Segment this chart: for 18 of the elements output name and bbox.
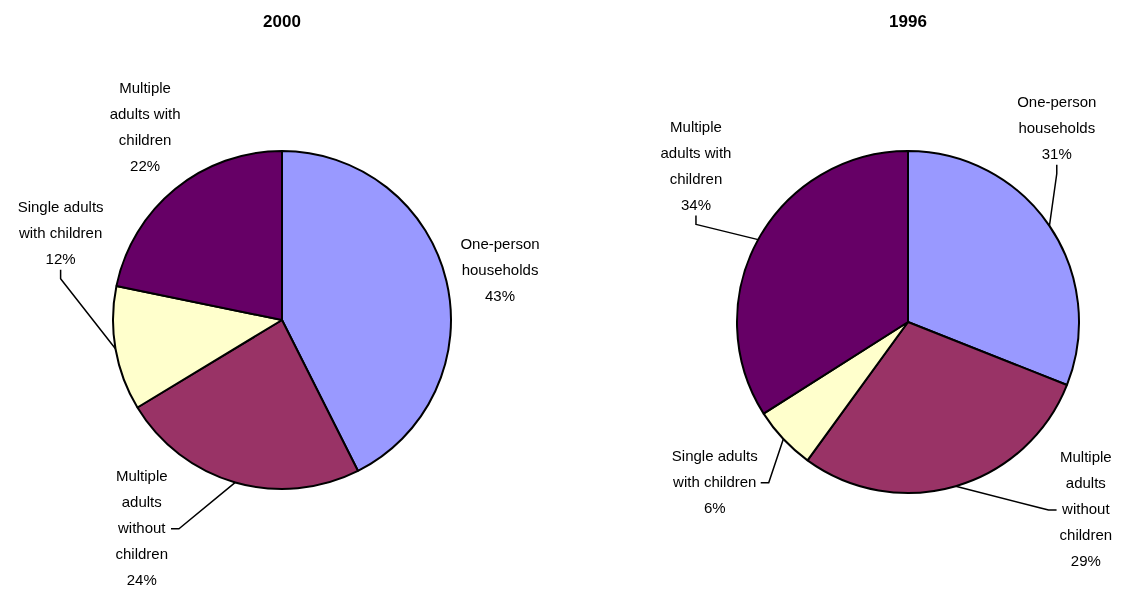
slice-label: Single adults with children (17, 197, 104, 241)
data-label: 31% (1041, 144, 1072, 162)
slice-label: Multiple adults with children (109, 79, 181, 149)
data-label: 12% (45, 249, 76, 267)
data-label: 24% (126, 570, 157, 588)
data-label: 6% (703, 498, 726, 516)
slice-label: One-person households (460, 235, 540, 279)
slice-label: Multiple adults without children (115, 466, 168, 562)
slice-label: Multiple adults with children (660, 117, 732, 187)
data-label: 34% (680, 195, 711, 213)
slice-label: Multiple adults without children (1059, 448, 1113, 544)
data-label: 43% (484, 287, 516, 305)
data-label: 22% (130, 157, 161, 175)
slice-label: One-person households (1017, 92, 1097, 136)
slice-label: Single adults with children (671, 446, 758, 490)
chart-title: 1996 (889, 11, 927, 31)
data-label: 29% (1070, 552, 1101, 570)
chart-title: 2000 (263, 11, 301, 31)
